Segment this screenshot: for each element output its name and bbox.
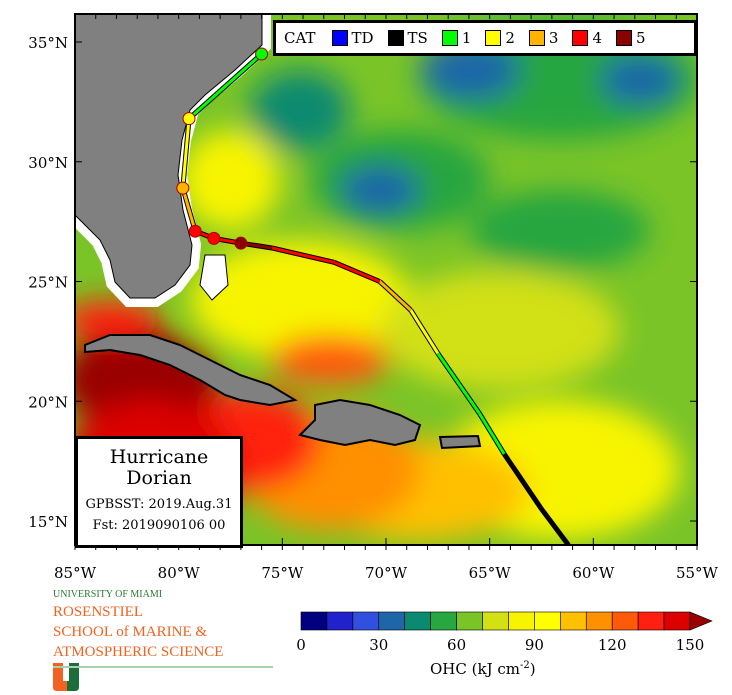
track-segment <box>271 246 335 264</box>
ohc-field <box>75 14 697 545</box>
legend-item-td: TD <box>331 29 374 47</box>
colorbar: 0 30 60 90 120 150 <box>296 611 713 654</box>
lon-tick-label: 85°W <box>54 564 97 582</box>
track-segment <box>181 187 197 232</box>
colorbar-swatch <box>663 611 691 631</box>
category-legend: CAT TD TS 1 2 3 4 5 <box>273 20 697 56</box>
colorbar-over-arrow <box>689 611 713 631</box>
colorbar-swatch <box>404 611 431 631</box>
track-segment <box>188 52 263 120</box>
colorbar-swatch <box>534 611 561 631</box>
rsmas-logo: UNIVERSITY OF MIAMI ROSENSTIEL SCHOOL of… <box>53 589 273 668</box>
lat-tick-label: 20°N <box>28 393 68 411</box>
track-point <box>188 224 202 238</box>
lat-tick-label: 30°N <box>28 154 68 172</box>
land-puerto-rico <box>438 434 482 450</box>
colorbar-swatch <box>300 611 328 631</box>
legend-swatch <box>572 30 589 46</box>
legend-swatch <box>616 30 632 46</box>
lon-tick-label: 70°W <box>365 564 408 582</box>
legend-swatch <box>331 30 348 46</box>
logo-divider <box>53 666 273 668</box>
um-u-logo <box>53 663 79 691</box>
colorbar-tick-label: 150 <box>676 636 705 654</box>
track-segment <box>540 508 570 545</box>
hurricane-track <box>176 47 571 545</box>
lat-tick-label: 35°N <box>28 34 68 52</box>
land-cuba <box>84 334 298 407</box>
lon-tick-label: 80°W <box>158 564 201 582</box>
legend-title: CAT <box>284 29 316 47</box>
storm-type: Hurricane <box>109 446 209 468</box>
forecast-time: Fst: 2019090106 00 <box>92 518 226 533</box>
colorbar-swatch <box>430 611 457 631</box>
legend-swatch <box>441 30 458 46</box>
lon-tick-label: 65°W <box>469 564 512 582</box>
colorbar-tick-label: 0 <box>296 636 306 654</box>
logo-school-3: ATMOSPHERIC SCIENCE <box>53 644 224 660</box>
lat-tick-label: 25°N <box>28 274 68 292</box>
analysis-date: GPBSST: 2019.Aug.31 <box>85 497 233 512</box>
colorbar-tick-label: 90 <box>525 636 544 654</box>
track-segment <box>436 352 481 415</box>
lon-tick-label: 75°W <box>261 564 304 582</box>
colorbar-swatch <box>585 611 613 631</box>
land-hispaniola <box>298 398 422 447</box>
colorbar-swatch <box>611 611 639 631</box>
colorbar-swatch <box>637 611 665 631</box>
colorbar-swatch <box>508 611 535 631</box>
colorbar-swatch <box>378 611 406 631</box>
track-point <box>207 231 221 245</box>
legend-swatch <box>485 30 502 46</box>
legend-item-5: 5 <box>616 29 646 47</box>
colorbar-swatch <box>456 611 483 631</box>
track-segment <box>181 118 191 189</box>
storm-info-box: Hurricane Dorian GPBSST: 2019.Aug.31 Fst… <box>75 436 243 548</box>
track-segment <box>478 412 506 455</box>
legend-item-ts: TS <box>387 29 428 47</box>
colorbar-tick-label: 30 <box>369 636 388 654</box>
axis-ticks: 85°W 80°W 75°W 70°W 65°W 60°W 55°W 15°N 20°N 25°N… <box>28 14 719 582</box>
legend-swatch <box>387 30 404 46</box>
lat-tick-label: 15°N <box>28 513 68 531</box>
legend-swatch <box>528 30 545 46</box>
colorbar-swatch <box>482 611 509 631</box>
track-point <box>255 47 269 61</box>
colorbar-tick-label: 60 <box>447 636 466 654</box>
legend-item-2: 2 <box>485 29 515 47</box>
track-point <box>176 181 190 195</box>
storm-name: Dorian <box>126 467 192 489</box>
track-segment <box>378 280 412 312</box>
track-point <box>182 112 196 126</box>
track-segment <box>502 453 543 510</box>
legend-item-4: 4 <box>572 29 602 47</box>
legend-item-3: 3 <box>528 29 558 47</box>
lon-tick-label: 60°W <box>572 564 615 582</box>
colorbar-tick-label: 120 <box>598 636 627 654</box>
colorbar-swatch <box>352 611 380 631</box>
track-segment <box>333 260 381 283</box>
logo-school-1: ROSENSTIEL <box>53 604 143 620</box>
colorbar-label: OHC (kJ cm-2) <box>430 660 536 678</box>
logo-school-2: SCHOOL of MARINE & <box>53 624 208 640</box>
lon-tick-label: 55°W <box>676 564 719 582</box>
colorbar-swatch <box>560 611 587 631</box>
legend-item-1: 1 <box>441 29 471 47</box>
land-bahamas <box>199 254 229 301</box>
track-segment <box>409 309 440 355</box>
logo-university: UNIVERSITY OF MIAMI <box>53 589 163 600</box>
colorbar-swatch <box>326 611 354 631</box>
track-point <box>234 236 248 250</box>
